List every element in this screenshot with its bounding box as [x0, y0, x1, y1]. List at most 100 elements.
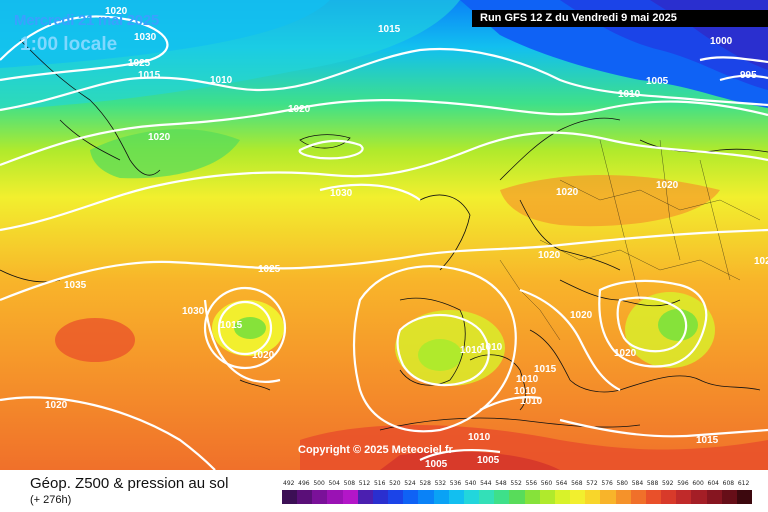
isobar-label: 1010 — [516, 374, 539, 385]
isobar-label: 1030 — [182, 306, 205, 317]
color-scale-swatch — [676, 490, 692, 504]
color-scale-swatch — [661, 490, 677, 504]
isobar-label: 1015 — [534, 364, 557, 375]
color-scale-label: 576 — [601, 480, 613, 487]
run-info: Run GFS 12 Z du Vendredi 9 mai 2025 — [472, 10, 768, 27]
color-scale-label: 560 — [540, 480, 553, 487]
color-scale-label: 508 — [343, 480, 356, 487]
color-scale-swatch — [615, 490, 632, 504]
color-scale-swatch — [403, 490, 419, 504]
valid-date: Mercredi 21 mai 2025 — [14, 12, 159, 29]
isobar-label: 1020 — [105, 6, 128, 17]
isobar-label: 1005 — [646, 76, 669, 87]
lead-time: (+ 276h) — [30, 494, 72, 506]
color-scale-swatch — [342, 490, 359, 504]
color-scale-swatch — [448, 490, 465, 504]
color-scale-label: 524 — [404, 480, 416, 487]
color-scale-label: 528 — [419, 480, 431, 487]
color-scale-swatch — [645, 490, 662, 504]
color-scale-label: 496 — [298, 480, 310, 487]
color-scale-label: 572 — [586, 480, 598, 487]
isobar-label: 1010 — [618, 89, 641, 100]
isobar-label: 1010 — [460, 345, 483, 356]
color-scale-label: 516 — [373, 480, 386, 487]
color-scale-swatch — [706, 490, 723, 504]
color-scale-label: 512 — [358, 480, 371, 487]
isobar-label: 1010 — [520, 396, 543, 407]
legend-bar: Géop. Z500 & pression au sol (+ 276h) 49… — [0, 470, 768, 512]
color-scale-swatch — [388, 490, 404, 504]
color-scale-swatch — [297, 490, 313, 504]
isobar-label: 1020 — [754, 256, 768, 267]
color-scale-label: 592 — [662, 480, 674, 487]
isobar-label: 1015 — [138, 70, 161, 81]
color-scale-swatch — [433, 490, 450, 504]
color-scale-label: 504 — [328, 480, 340, 487]
color-scale-label: 540 — [464, 480, 477, 487]
color-scale-label: 588 — [646, 480, 659, 487]
color-scale-swatch — [554, 490, 571, 504]
color-scale-label: 568 — [571, 480, 583, 487]
color-scale-swatch — [463, 490, 480, 504]
color-scale-label: 548 — [495, 480, 507, 487]
color-scale-label: 520 — [389, 480, 401, 487]
color-scale-swatch — [479, 490, 495, 504]
color-scale-label: 580 — [616, 480, 628, 487]
isobar-label: 1020 — [556, 187, 579, 198]
isobar-label: 1000 — [710, 36, 733, 47]
isobar-label: 1020 — [252, 350, 275, 361]
color-scale-bar — [282, 490, 753, 504]
copyright: Copyright © 2025 Meteociel.fr — [298, 444, 453, 456]
color-scale-swatch — [585, 490, 601, 504]
color-scale-label: 612 — [737, 480, 750, 487]
color-scale-label: 532 — [434, 480, 447, 487]
color-scale-label: 596 — [677, 480, 689, 487]
color-scale-swatch — [327, 490, 344, 504]
color-scale-swatch — [312, 490, 328, 504]
color-scale-swatch — [600, 490, 617, 504]
color-scale-swatch — [721, 490, 738, 504]
color-scale-label: 544 — [480, 480, 492, 487]
color-scale-swatch — [524, 490, 541, 504]
color-scale-label: 564 — [555, 480, 568, 487]
isobar-label: 1035 — [64, 280, 87, 291]
color-scale-swatch — [418, 490, 435, 504]
isobar-label: 1020 — [148, 132, 171, 143]
color-scale-swatch — [372, 490, 389, 504]
isobar-label: 1005 — [425, 459, 448, 470]
color-scale-label: 492 — [283, 480, 295, 487]
color-scale-swatch — [539, 490, 556, 504]
isobar-label: 1015 — [220, 320, 243, 331]
color-scale-label: 584 — [631, 480, 644, 487]
isobar-label: 1005 — [477, 455, 500, 466]
isobar-label: 1020 — [45, 400, 68, 411]
color-scale-swatch — [282, 490, 298, 504]
color-scale-labels: 492 496 500 504 508 512 516 520 524 528 532 536 540 5… — [282, 480, 752, 490]
isobar-label: 1010 — [210, 75, 233, 86]
isobars — [0, 15, 768, 470]
isobar-label: 1025 — [258, 264, 281, 275]
isobar-label: 1015 — [378, 24, 401, 35]
isobar-label: 1020 — [288, 104, 311, 115]
isobar-labels: 1020 1030 1025 1015 1015 1000 995 1005 1… — [45, 6, 768, 470]
color-scale-label: 604 — [707, 480, 719, 487]
isobar-label: 1010 — [468, 432, 491, 443]
variable-title: Géop. Z500 & pression au sol — [30, 475, 229, 492]
color-scale-swatch — [357, 490, 374, 504]
isobar-label: 1020 — [614, 348, 637, 359]
color-scale-label: 600 — [692, 480, 704, 487]
color-scale-label: 608 — [722, 480, 735, 487]
color-scale-label: 500 — [313, 480, 325, 487]
forecast-map: 1020 1030 1025 1015 1015 1000 995 1005 1… — [0, 0, 768, 470]
isobar-label: 1030 — [330, 188, 353, 199]
isobar-label: 1015 — [696, 435, 719, 446]
isobar-label: 1020 — [570, 310, 593, 321]
country-borders — [499, 139, 761, 341]
color-scale-label: 552 — [510, 480, 522, 487]
color-scale-label: 556 — [525, 480, 538, 487]
isobar-label: 1025 — [128, 58, 151, 69]
isobar-label: 1010 — [514, 386, 537, 397]
color-scale-label: 536 — [449, 480, 462, 487]
color-scale-swatch — [736, 490, 753, 504]
